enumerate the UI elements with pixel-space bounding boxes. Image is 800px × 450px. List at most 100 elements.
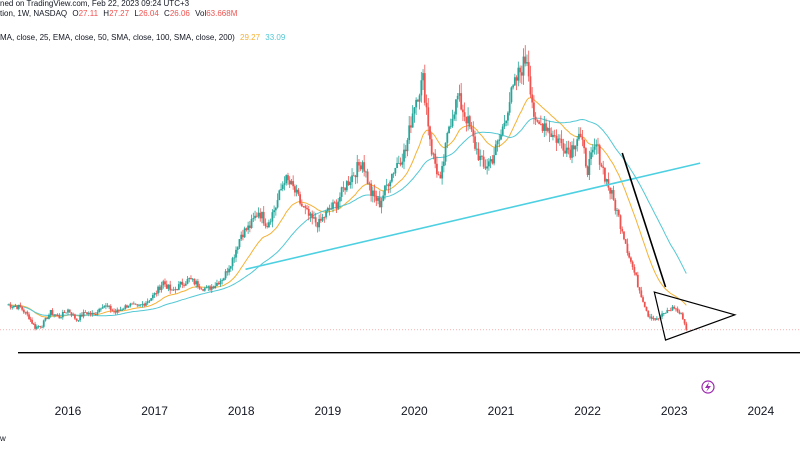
candle-body [671, 306, 674, 311]
candle-body [512, 85, 515, 88]
candle [61, 309, 64, 320]
candle-body [309, 213, 312, 216]
close-label: C [164, 9, 170, 18]
candle-body [647, 310, 650, 317]
candle [671, 304, 674, 311]
candle [101, 304, 104, 309]
candle-body [106, 305, 109, 307]
candle-body [468, 116, 471, 127]
candle [422, 69, 424, 90]
candle [394, 167, 397, 177]
candle [153, 292, 156, 298]
candle-body [203, 288, 206, 291]
candle [48, 313, 50, 320]
candle-body [197, 281, 199, 287]
candle [591, 144, 594, 158]
candle [359, 161, 362, 172]
candle-body [229, 266, 232, 269]
candle-body [222, 278, 225, 281]
candle-body [82, 312, 85, 317]
candle-body [304, 206, 307, 208]
candle [668, 309, 670, 312]
candle-body [56, 315, 59, 316]
candle-body [475, 148, 478, 150]
candle [543, 116, 546, 138]
candle-body [522, 56, 525, 76]
lightning-icon[interactable] [701, 380, 715, 394]
candle [614, 198, 617, 215]
candle-body [442, 161, 445, 167]
candle [676, 306, 679, 313]
candle-body [254, 215, 256, 219]
candle-body [100, 308, 102, 310]
candle-body [174, 289, 177, 290]
candle [157, 285, 159, 296]
candle [56, 313, 59, 317]
symbol-label: tion, 1W, NASDAQ [0, 9, 68, 18]
candle-body [116, 309, 119, 313]
candle-body [503, 123, 506, 127]
candle-body [9, 304, 12, 308]
candle-body [252, 218, 255, 219]
candle [655, 316, 658, 321]
candle-body [411, 113, 414, 128]
x-tick-label: 2020 [401, 404, 428, 418]
candle-body [70, 312, 73, 316]
candle [181, 278, 184, 289]
candle-body [321, 217, 324, 221]
candle [607, 172, 610, 191]
candle [22, 308, 25, 314]
candle [482, 150, 485, 169]
candle-body [669, 310, 672, 312]
candle-body [605, 179, 608, 182]
candle-body [560, 138, 563, 144]
candle [384, 185, 386, 200]
candle-body [668, 310, 670, 311]
candle-body [652, 318, 655, 320]
candle [545, 118, 547, 136]
candle [143, 302, 146, 308]
candle-body [236, 247, 239, 250]
candle [382, 190, 385, 202]
candle [309, 211, 312, 222]
candle [16, 304, 19, 310]
candle [335, 199, 338, 214]
candle [60, 316, 62, 319]
candle-body [572, 145, 575, 150]
candle-body [368, 183, 371, 185]
candle [657, 318, 660, 321]
candle-body [545, 123, 547, 131]
candle [441, 161, 444, 185]
candle [578, 127, 580, 141]
candle-body [212, 286, 215, 289]
candle [401, 153, 404, 168]
candle-body [93, 312, 95, 315]
candle-body [363, 162, 366, 172]
candle [12, 305, 15, 309]
candle [633, 264, 636, 276]
candle-body [439, 174, 442, 179]
candle [339, 192, 341, 208]
x-tick-label: 2016 [54, 404, 82, 418]
candle-body [404, 149, 407, 152]
candle [151, 292, 154, 301]
event-marker[interactable] [701, 380, 715, 394]
publish-line: ned on TradingView.com, Feb 22, 2023 09:… [0, 0, 189, 9]
ma-legend: MA, close, 25, EMA, close, 50, SMA, clos… [0, 33, 285, 43]
candle [28, 312, 30, 320]
candle [203, 286, 206, 292]
candle [534, 112, 537, 126]
candle-body [366, 171, 369, 185]
candle-body [600, 164, 603, 167]
candle-body [661, 313, 663, 317]
candle [200, 287, 203, 290]
candle-body [598, 145, 601, 165]
candle-body [441, 166, 444, 179]
candle [111, 308, 114, 312]
candle [411, 105, 414, 128]
candle-body [591, 149, 594, 153]
candle-body [139, 304, 142, 306]
candle [172, 286, 175, 292]
candle-body [114, 311, 117, 313]
